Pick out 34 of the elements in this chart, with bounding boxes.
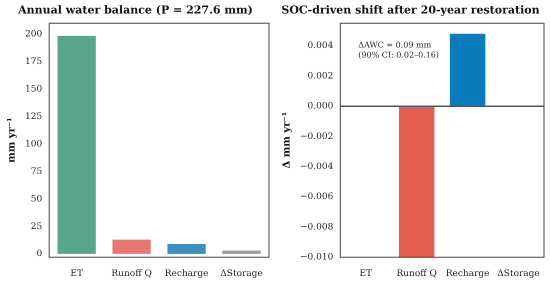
y-tick-label: 25: [30, 222, 42, 232]
y-tick-label: 50: [30, 194, 42, 204]
y-tick-label: 0.002: [308, 71, 334, 82]
y-tick-label: 100: [24, 139, 42, 150]
chart-title: SOC-driven shift after 20-year restoration: [281, 3, 540, 16]
y-tick-label: −0.002: [300, 132, 334, 142]
x-tick-label: Recharge: [446, 268, 490, 279]
x-tick-label: ΔStorage: [497, 268, 540, 279]
x-tick-label: Runoff Q: [111, 268, 152, 279]
y-tick-label: 125: [24, 112, 42, 122]
annotation: ΔAWC = 0.09 mm (90% CI: 0.02–0.16): [358, 40, 440, 60]
y-tick-label: 175: [24, 56, 42, 67]
y-tick-label: −0.004: [300, 162, 334, 172]
y-axis-title: mm yr⁻¹: [6, 118, 18, 163]
y-tick-label: 0.004: [308, 41, 334, 52]
bar: [222, 250, 261, 254]
y-tick-label: 0.000: [308, 102, 334, 112]
y-tick-label: 150: [24, 84, 42, 94]
x-tick-label: Runoff Q: [396, 268, 437, 279]
bar: [58, 36, 96, 254]
y-tick-label: 75: [30, 166, 42, 177]
y-axis-title: Δ mm yr⁻¹: [282, 112, 293, 169]
y-tick-label: −0.006: [300, 192, 334, 202]
x-tick-label: ET: [359, 268, 372, 279]
bar: [112, 240, 151, 254]
y-tick-label: −0.010: [300, 252, 334, 263]
bar: [167, 244, 206, 254]
y-tick-label: 200: [24, 30, 42, 40]
y-tick-label: 0: [36, 249, 42, 260]
x-tick-label: Recharge: [164, 268, 208, 279]
y-tick-label: −0.008: [300, 222, 334, 232]
chart-title: Annual water balance (P = 227.6 mm): [17, 3, 253, 16]
x-tick-label: ET: [70, 268, 83, 279]
x-tick-label: ΔStorage: [220, 268, 263, 279]
